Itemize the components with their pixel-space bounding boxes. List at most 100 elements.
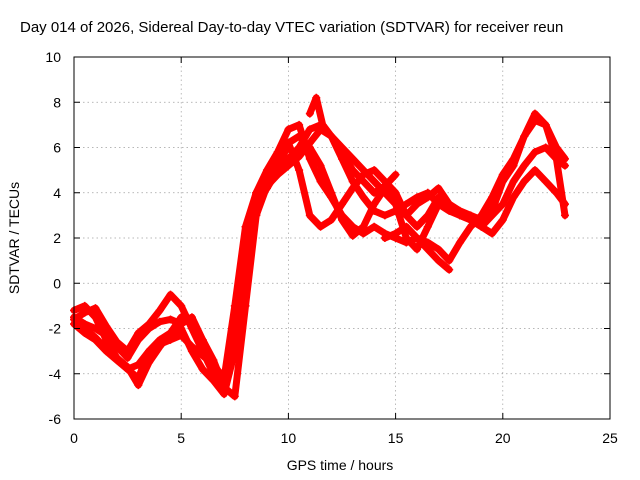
data-point-marker <box>123 347 132 356</box>
series-track-6 <box>305 93 443 254</box>
data-point-marker <box>327 188 336 197</box>
data-point-marker <box>338 215 346 224</box>
data-point-marker <box>166 290 175 299</box>
data-point-marker <box>402 222 411 231</box>
data-point-marker <box>80 301 89 310</box>
data-point-marker <box>295 166 304 175</box>
x-tick-labels: 0 5 10 15 20 25 <box>70 430 618 446</box>
data-point-marker <box>273 170 282 179</box>
data-point-marker <box>312 93 321 102</box>
data-point-marker <box>423 222 432 231</box>
data-point-marker <box>295 143 304 152</box>
y-tick-label: 8 <box>53 94 61 110</box>
data-point-marker <box>509 154 518 163</box>
data-point-marker <box>112 353 121 362</box>
data-point-marker <box>241 256 250 265</box>
data-point-marker <box>560 154 569 163</box>
data-point-marker <box>134 381 143 390</box>
data-point-marker <box>316 161 325 170</box>
data-point-marker <box>434 184 443 193</box>
data-point-marker <box>284 138 293 147</box>
x-tick-label: 0 <box>70 430 78 446</box>
data-point-marker <box>91 333 100 342</box>
y-tick-label: 4 <box>53 185 61 201</box>
data-point-marker <box>402 234 411 242</box>
data-point-marker <box>284 161 293 170</box>
data-point-marker <box>80 324 89 333</box>
data-point-marker <box>295 132 304 141</box>
data-point-marker <box>413 245 422 254</box>
data-point-marker <box>348 231 357 240</box>
data-point-marker <box>445 256 454 265</box>
data-point-marker <box>488 229 497 238</box>
data-point-marker <box>530 148 539 157</box>
data-point-marker <box>273 154 282 163</box>
data-point-marker <box>327 215 336 224</box>
y-tick-label: 0 <box>53 275 61 291</box>
data-point-marker <box>177 301 186 310</box>
data-point-marker <box>348 154 357 163</box>
data-point-marker <box>530 166 539 175</box>
data-point-marker <box>145 347 154 356</box>
data-point-marker <box>305 109 314 118</box>
axis-ticks <box>73 56 611 420</box>
data-point-marker <box>198 365 207 374</box>
data-point-marker <box>498 200 507 209</box>
series-track-5 <box>70 109 569 396</box>
y-axis-label: SDTVAR / TECUs <box>6 182 22 294</box>
y-tick-labels: -6 -4 -2 0 2 4 6 8 10 <box>45 49 61 427</box>
data-point-marker <box>338 143 346 152</box>
data-point-marker <box>359 166 368 175</box>
data-point-marker <box>134 360 143 369</box>
data-point-marker <box>445 265 454 274</box>
data-point-marker <box>445 200 454 209</box>
y-tick-label: 10 <box>45 49 61 65</box>
data-point-marker <box>198 347 207 356</box>
x-tick-label: 10 <box>281 430 297 446</box>
chart-title: Day 014 of 2026, Sidereal Day-to-day VTE… <box>20 19 563 36</box>
data-point-marker <box>498 215 507 224</box>
data-point-marker <box>541 143 550 152</box>
data-point-marker <box>413 222 422 231</box>
data-point-marker <box>530 109 539 118</box>
data-point-marker <box>423 238 432 247</box>
data-point-marker <box>423 188 432 197</box>
data-point-marker <box>123 353 132 362</box>
data-point-marker <box>498 170 507 179</box>
data-point-marker <box>391 200 400 209</box>
data-point-marker <box>91 304 100 313</box>
data-point-marker <box>434 245 443 254</box>
data-point-marker <box>155 317 164 326</box>
x-tick-label: 25 <box>602 430 618 446</box>
data-point-marker <box>230 335 239 344</box>
data-point-marker <box>391 188 400 197</box>
data-point-marker <box>552 154 561 163</box>
data-point-marker <box>145 319 154 328</box>
data-point-marker <box>391 229 400 238</box>
series-line <box>306 94 442 253</box>
data-point-marker <box>295 120 304 129</box>
data-point-marker <box>166 329 175 338</box>
data-point-marker <box>209 369 218 378</box>
data-point-marker <box>305 125 314 134</box>
data-point-marker <box>80 308 89 317</box>
data-point-marker <box>145 358 154 367</box>
data-point-marker <box>177 331 186 340</box>
y-tick-label: 2 <box>53 230 61 246</box>
data-point-marker <box>434 256 443 265</box>
data-point-marker <box>455 238 464 247</box>
x-tick-label: 15 <box>388 430 404 446</box>
data-point-marker <box>327 132 336 141</box>
data-point-marker <box>380 188 389 197</box>
data-point-marker <box>102 344 111 353</box>
y-tick-label: -4 <box>49 366 62 382</box>
data-point-marker <box>220 387 229 396</box>
data-point-marker <box>91 324 100 333</box>
data-point-marker <box>541 120 550 129</box>
data-point-marker <box>370 206 379 215</box>
data-point-marker <box>284 125 293 134</box>
y-tick-label: -2 <box>49 321 62 337</box>
data-point-marker <box>112 338 121 347</box>
